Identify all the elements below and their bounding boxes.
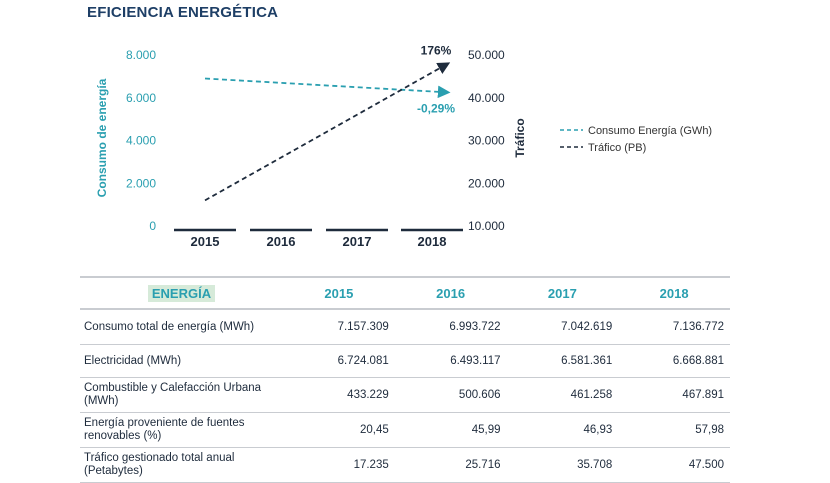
cell: 46,93 xyxy=(506,412,619,448)
energy-series-line xyxy=(204,77,451,99)
y-left-tick-label: 4.000 xyxy=(126,134,156,148)
col-header-2018: 2018 xyxy=(618,276,730,310)
y-right-tick-label: 40.000 xyxy=(468,91,505,105)
y-left-tick-label: 6.000 xyxy=(126,91,156,105)
cell: 57,98 xyxy=(618,412,730,448)
y-left-tick-label: 0 xyxy=(149,219,156,233)
y-axis-left-label: Consumo de energía xyxy=(95,78,109,197)
energy-change-annotation: -0,29% xyxy=(417,101,455,115)
x-tick-label: 2016 xyxy=(267,234,296,249)
table-row: Electricidad (MWh) 6.724.081 6.493.117 6… xyxy=(80,344,730,378)
legend: Consumo Energía (GWh) Tráfico (PB) xyxy=(560,125,712,154)
cell: 20,45 xyxy=(283,412,395,448)
y-left-tick-label: 2.000 xyxy=(126,176,156,190)
cell: 25.716 xyxy=(394,447,507,483)
col-header-2017: 2017 xyxy=(506,276,619,310)
x-tick-label: 2015 xyxy=(191,234,220,249)
row-label: Combustible y Calefacción Urbana (MWh) xyxy=(80,377,283,413)
y-right-tick-label: 30.000 xyxy=(468,134,505,148)
cell: 17.235 xyxy=(283,447,395,483)
y-right-tick-label: 20.000 xyxy=(468,176,505,190)
series-layer xyxy=(204,62,451,202)
col-header-2015: 2015 xyxy=(283,276,395,310)
y-axis-right-ticks: 10.000 20.000 30.000 40.000 50.000 xyxy=(468,48,505,233)
energy-table: ENERGÍA 2015 2016 2017 2018 Consumo tota… xyxy=(80,276,730,483)
cell: 433.229 xyxy=(283,377,395,413)
cell: 45,99 xyxy=(394,412,507,448)
energy-traffic-chart: 0 2.000 4.000 6.000 8.000 10.000 20.000 30.000… xyxy=(95,44,712,249)
legend-label-traffic: Tráfico (PB) xyxy=(588,142,646,154)
row-label: Tráfico gestionado total anual (Petabyte… xyxy=(80,447,283,483)
traffic-growth-annotation: 176% xyxy=(421,44,452,58)
cell: 7.157.309 xyxy=(283,309,395,345)
cell: 467.891 xyxy=(618,377,730,413)
table-corner-header: ENERGÍA xyxy=(80,276,283,310)
col-header-2016: 2016 xyxy=(394,276,507,310)
table-header-row: ENERGÍA 2015 2016 2017 2018 xyxy=(80,276,730,310)
row-label: Electricidad (MWh) xyxy=(80,344,283,378)
x-axis-ticks: 2015 2016 2017 2018 xyxy=(191,234,447,249)
row-label: Energía proveniente de fuentes renovable… xyxy=(80,412,283,448)
cell: 6.581.361 xyxy=(506,344,619,378)
table-row: Tráfico gestionado total anual (Petabyte… xyxy=(80,447,730,483)
x-tick-label: 2017 xyxy=(343,234,372,249)
legend-label-energy: Consumo Energía (GWh) xyxy=(588,125,712,137)
cell: 7.136.772 xyxy=(618,309,730,345)
y-right-tick-label: 10.000 xyxy=(468,219,505,233)
table-row: Energía proveniente de fuentes renovable… xyxy=(80,412,730,448)
cell: 6.493.117 xyxy=(394,344,507,378)
cell: 500.606 xyxy=(394,377,507,413)
cell: 6.724.081 xyxy=(283,344,395,378)
table-row: Consumo total de energía (MWh) 7.157.309… xyxy=(80,309,730,345)
cell: 6.993.722 xyxy=(394,309,507,345)
row-label: Consumo total de energía (MWh) xyxy=(80,309,283,345)
y-left-tick-label: 8.000 xyxy=(126,48,156,62)
x-tick-label: 2018 xyxy=(418,234,447,249)
corner-label: ENERGÍA xyxy=(147,284,216,302)
y-right-tick-label: 50.000 xyxy=(468,48,505,62)
cell: 47.500 xyxy=(618,447,730,483)
page-title: EFICIENCIA ENERGÉTICA xyxy=(87,4,279,21)
y-axis-left-ticks: 0 2.000 4.000 6.000 8.000 xyxy=(126,48,156,233)
cell: 7.042.619 xyxy=(506,309,619,345)
cell: 35.708 xyxy=(506,447,619,483)
cell: 461.258 xyxy=(506,377,619,413)
traffic-series-line xyxy=(204,62,451,202)
cell: 6.668.881 xyxy=(618,344,730,378)
y-axis-right-label: Tráfico xyxy=(513,118,527,157)
table-row: Combustible y Calefacción Urbana (MWh) 4… xyxy=(80,377,730,413)
